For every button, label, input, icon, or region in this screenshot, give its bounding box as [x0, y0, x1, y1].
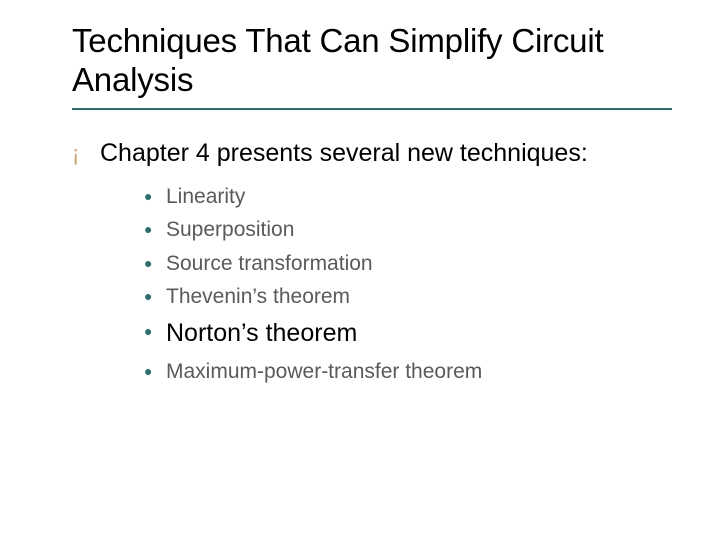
list-item-emphasis: ● Norton’s theorem	[144, 318, 672, 349]
list-item-label: Superposition	[166, 216, 294, 243]
list-item: ● Linearity	[144, 183, 672, 210]
dot-icon: ●	[144, 216, 166, 239]
list-item-label: Thevenin’s theorem	[166, 283, 350, 310]
slide: Techniques That Can Simplify Circuit Ana…	[0, 0, 720, 540]
dot-icon: ●	[144, 183, 166, 206]
technique-list: ● Linearity ● Superposition ● Source tra…	[144, 183, 672, 385]
list-item: ● Source transformation	[144, 250, 672, 277]
intro-row: ¡ Chapter 4 presents several new techniq…	[72, 138, 672, 169]
dot-icon: ●	[144, 250, 166, 273]
list-item-label: Maximum-power-transfer theorem	[166, 358, 482, 385]
slide-title: Techniques That Can Simplify Circuit Ana…	[72, 22, 672, 100]
list-item: ● Superposition	[144, 216, 672, 243]
dot-icon: ●	[144, 358, 166, 381]
dot-icon: ●	[144, 318, 166, 341]
list-item-label: Source transformation	[166, 250, 373, 277]
title-underline	[72, 108, 672, 110]
list-item-label: Linearity	[166, 183, 245, 210]
intro-text: Chapter 4 presents several new technique…	[100, 138, 588, 169]
open-circle-icon: ¡	[72, 138, 100, 168]
list-item: ● Thevenin’s theorem	[144, 283, 672, 310]
list-item-label: Norton’s theorem	[166, 318, 357, 349]
list-item: ● Maximum-power-transfer theorem	[144, 358, 672, 385]
dot-icon: ●	[144, 283, 166, 306]
